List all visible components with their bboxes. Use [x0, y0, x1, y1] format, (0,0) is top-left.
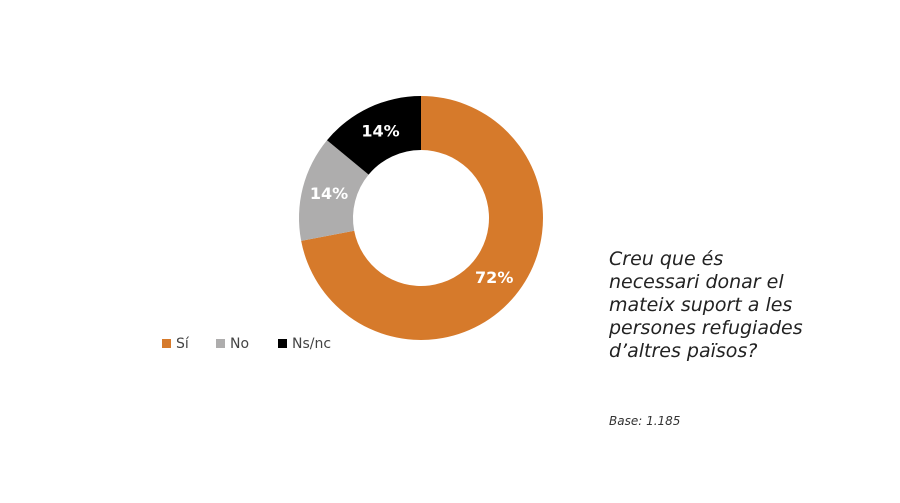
- question-line: mateix suport a les: [609, 294, 792, 316]
- donut-slice: [326, 96, 421, 175]
- legend-label: No: [230, 336, 249, 352]
- question-line: Creu que és: [609, 248, 723, 270]
- legend-label: Sí: [176, 336, 190, 352]
- legend-swatch: [162, 339, 171, 348]
- legend-label: Ns/nc: [292, 336, 331, 352]
- base-note: Base: 1.185: [609, 414, 680, 428]
- value-label: 14%: [310, 184, 348, 203]
- legend-swatch: [216, 339, 225, 348]
- question-line: necessari donar el: [609, 271, 784, 293]
- donut-slice: [299, 140, 369, 241]
- value-label: 14%: [361, 122, 399, 141]
- donut-slice: [301, 96, 543, 340]
- question-line: d’altres països?: [609, 340, 757, 362]
- legend-swatch: [278, 339, 287, 348]
- value-label: 72%: [475, 268, 513, 287]
- question-line: persones refugiades: [608, 317, 803, 339]
